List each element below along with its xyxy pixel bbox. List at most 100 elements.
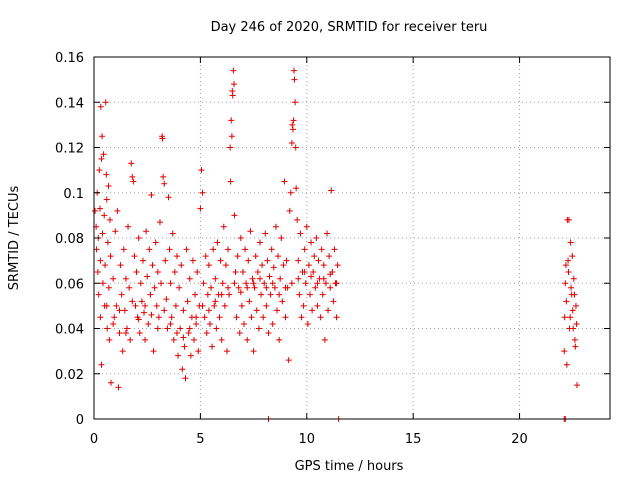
- data-point: [94, 268, 101, 275]
- data-point: [120, 246, 127, 253]
- data-point: [217, 257, 224, 264]
- y-tick-label: 0.02: [55, 368, 84, 383]
- data-point: [105, 182, 112, 189]
- data-point: [243, 280, 250, 287]
- y-axis-label: SRMTID / TECUs: [7, 186, 22, 291]
- y-tick-label: 0.04: [55, 323, 84, 338]
- data-point: [314, 280, 321, 287]
- data-point: [565, 257, 572, 264]
- data-point: [267, 291, 274, 298]
- data-point: [249, 275, 256, 282]
- data-point: [259, 262, 266, 269]
- data-point: [142, 336, 149, 343]
- data-point: [220, 223, 227, 230]
- data-point: [129, 298, 136, 305]
- data-point: [147, 291, 154, 298]
- data-point: [247, 228, 254, 235]
- data-point: [153, 302, 160, 309]
- data-point: [231, 212, 238, 219]
- axis-ticks: [93, 56, 610, 420]
- data-point: [286, 207, 293, 214]
- data-point: [122, 275, 129, 282]
- data-point: [288, 139, 295, 146]
- data-point: [130, 178, 137, 185]
- data-point: [308, 273, 315, 280]
- data-point: [271, 284, 278, 291]
- data-point: [227, 144, 234, 151]
- data-point: [158, 280, 165, 287]
- data-point: [228, 117, 235, 124]
- data-point: [561, 314, 568, 321]
- data-point: [292, 144, 299, 151]
- data-point: [330, 298, 337, 305]
- data-point: [151, 284, 158, 291]
- data-point: [96, 167, 103, 174]
- data-point: [122, 330, 129, 337]
- data-point: [187, 352, 194, 359]
- data-point: [152, 239, 159, 246]
- data-point: [222, 262, 229, 269]
- data-point: [239, 268, 246, 275]
- data-point: [320, 262, 327, 269]
- data-point: [197, 205, 204, 212]
- data-point: [308, 239, 315, 246]
- data-point: [203, 330, 210, 337]
- y-tick-labels: 0 0.02 0.04 0.06 0.08 0.1 0.12 0.14 0.16: [55, 51, 84, 428]
- data-point: [192, 291, 199, 298]
- data-point: [290, 117, 297, 124]
- y-tick-label: 0: [76, 413, 84, 428]
- data-point: [228, 133, 235, 140]
- data-point: [170, 336, 177, 343]
- data-point: [166, 246, 173, 253]
- data-point: [572, 302, 579, 309]
- data-point: [244, 284, 251, 291]
- data-point: [218, 336, 225, 343]
- data-point: [179, 366, 186, 373]
- data-point: [107, 253, 114, 260]
- data-point: [137, 280, 144, 287]
- data-point: [283, 257, 290, 264]
- data-point: [571, 336, 578, 343]
- data-point: [97, 103, 104, 110]
- data-point: [561, 348, 568, 355]
- data-point: [168, 314, 175, 321]
- data-point: [300, 302, 307, 309]
- data-point: [205, 307, 212, 314]
- data-point: [142, 302, 149, 309]
- data-point: [234, 253, 241, 260]
- y-tick-label: 0.06: [55, 277, 84, 292]
- data-point: [193, 314, 200, 321]
- data-point: [282, 284, 289, 291]
- data-point: [325, 307, 332, 314]
- grid: [94, 57, 610, 419]
- data-point: [165, 194, 172, 201]
- data-point: [184, 298, 191, 305]
- data-point: [205, 262, 212, 269]
- data-point: [246, 298, 253, 305]
- data-point: [173, 330, 180, 337]
- data-point: [113, 302, 120, 309]
- data-point: [208, 284, 215, 291]
- data-point: [148, 311, 155, 318]
- data-point: [199, 189, 206, 196]
- data-point: [99, 280, 106, 287]
- data-point: [334, 262, 341, 269]
- data-point: [310, 268, 317, 275]
- data-point: [266, 273, 273, 280]
- data-point: [231, 81, 238, 88]
- data-point: [250, 348, 257, 355]
- data-point: [163, 296, 170, 303]
- data-point: [252, 253, 259, 260]
- data-point: [281, 178, 288, 185]
- data-point: [97, 314, 104, 321]
- data-point: [301, 268, 308, 275]
- data-point: [333, 280, 340, 287]
- data-point: [195, 348, 202, 355]
- data-point: [93, 246, 100, 253]
- data-point: [108, 379, 115, 386]
- data-point: [128, 160, 135, 167]
- y-tick-label: 0.08: [55, 232, 84, 247]
- data-point: [99, 133, 106, 140]
- data-point: [305, 262, 312, 269]
- x-tick-labels: 0 5 10 15 20: [90, 432, 528, 447]
